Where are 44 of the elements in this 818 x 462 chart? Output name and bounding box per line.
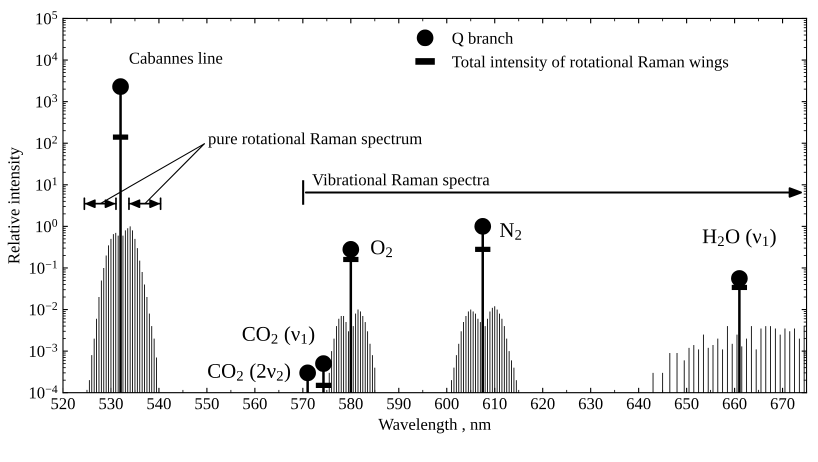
legend-label: Total intensity of rotational Raman wings [452,56,728,71]
y-tick-label: 10$^{−4}$ [30,385,58,399]
annotation: Vibrational Raman spectra [312,174,490,189]
x-tick-label: 550 [195,398,219,410]
x-tick-label: 670 [770,398,794,410]
y-axis-title: Relative intensity [8,147,23,264]
x-tick-label: 590 [387,398,411,410]
x-tick-label: 580 [339,398,363,410]
x-tick-label: 540 [147,398,171,410]
y-tick-label: 10$^{3}$ [36,94,58,108]
y-tick-label: 10$^{−1}$ [30,260,57,274]
x-tick-label: 570 [291,398,315,410]
annotation: N$_{2}$ [500,223,522,240]
point [731,270,748,287]
annotation: Cabannes line [130,52,222,64]
point [299,364,316,382]
x-tick-label: 530 [99,398,123,410]
x-tick-label: 660 [722,398,746,410]
y-tick-label: 10$^{−2}$ [30,302,58,316]
y-tick-label: 10$^{−3}$ [30,344,58,357]
annotation: CO$_{2}$ (2ν$_{2}$) [208,363,290,382]
point [342,241,360,258]
x-tick-label: 560 [243,398,267,410]
legend-label: Q branch [452,32,514,46]
x-axis-title: Wavelength , nm [378,418,491,434]
annotation: H$_{2}$O (ν$_{1}$) [702,228,776,248]
point [112,78,129,95]
x-tick-label: 610 [482,398,507,410]
y-tick-label: 10$^{5}$ [36,11,58,24]
x-tick-label: 600 [434,398,459,410]
x-tick-label: 640 [626,398,651,410]
x-tick-label: 620 [530,398,555,410]
y-tick-label: 10$^{4}$ [36,52,58,66]
x-tick-label: 650 [674,398,698,410]
annotation: CO$_{2}$ (ν$_{1}$) [242,326,314,346]
annotation: O$_{2}$ [371,240,392,258]
x-tick-label: 630 [578,398,603,410]
y-tick-label: 10$^{2}$ [36,136,57,150]
point [315,355,332,372]
point [474,218,492,235]
x-tick-label: 520 [51,398,75,410]
y-tick-label: 10$^{1}$ [36,177,57,191]
annotation: pure rotational Raman spectrum [208,132,422,148]
y-tick-label: 10$^{0}$ [36,218,58,232]
